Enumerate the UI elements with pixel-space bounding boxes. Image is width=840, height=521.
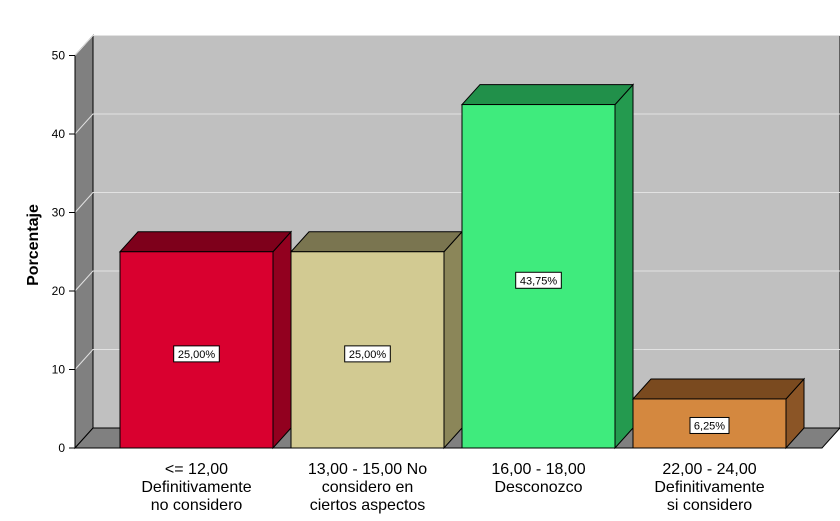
data-label: 25,00% (178, 349, 216, 361)
left-wall (74, 34, 94, 450)
data-label-box (344, 345, 391, 363)
x-tick-label: no considero (151, 497, 243, 514)
data-label-box (689, 416, 730, 434)
data-label: 25,00% (349, 349, 387, 361)
bar: 25,00% (289, 230, 464, 450)
bar-top (631, 378, 806, 400)
x-tick-label: <= 12,00 (165, 461, 228, 478)
x-tick-label: 16,00 - 18,00 (491, 461, 585, 478)
bar-side (272, 230, 292, 450)
y-axis-label: Porcentaje (25, 204, 42, 286)
bars: 25,00% 25,00% 43,75% 6,25% (118, 83, 806, 450)
x-tick-label: 22,00 - 24,00 (662, 461, 756, 478)
y-tick-label: 0 (58, 441, 65, 455)
data-label: 43,75% (520, 275, 558, 287)
bar: 43,75% (460, 83, 635, 450)
bar-side (614, 83, 634, 450)
x-tick-label: ciertos aspectos (310, 497, 426, 514)
x-tick-label: Desconozco (494, 479, 582, 496)
bar: 25,00% (118, 230, 293, 450)
bar-top (460, 84, 635, 106)
y-tick-label: 10 (52, 363, 66, 377)
y-tick-label: 30 (52, 206, 66, 220)
x-tick-label: 13,00 - 15,00 No (308, 461, 427, 478)
x-tick-label: Definitivamente (654, 479, 764, 496)
y-tick-label: 20 (52, 284, 66, 298)
x-tick-label: si considero (667, 497, 752, 514)
bar: 6,25% (631, 377, 806, 450)
x-tick-label: considero en (322, 479, 414, 496)
gridline (74, 35, 840, 56)
data-label-box (173, 345, 220, 363)
x-tick-label: Definitivamente (141, 479, 251, 496)
data-label-box (515, 271, 562, 289)
data-label: 6,25% (694, 420, 725, 432)
y-axis: 0 10 20 30 40 50 (52, 49, 76, 455)
bar-side (443, 230, 463, 450)
y-tick-label: 50 (52, 49, 66, 63)
y-tick-label: 40 (52, 127, 66, 141)
bar-top (118, 231, 293, 253)
bar-top (289, 231, 464, 253)
